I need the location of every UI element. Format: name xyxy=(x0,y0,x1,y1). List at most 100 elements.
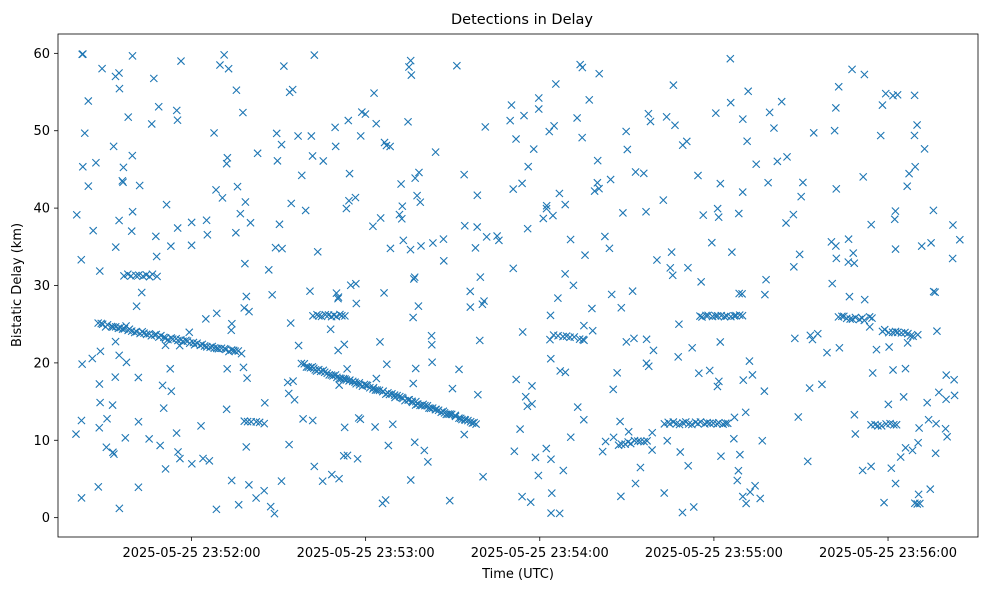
detection-marker xyxy=(509,185,518,194)
detection-marker xyxy=(844,235,853,244)
trail-marker xyxy=(321,310,330,319)
detection-marker xyxy=(606,175,615,184)
detection-marker xyxy=(326,325,335,334)
y-tick-label: 20 xyxy=(33,356,50,371)
detection-marker xyxy=(96,347,105,356)
detection-marker xyxy=(404,117,413,126)
detection-marker xyxy=(699,211,708,220)
detection-marker xyxy=(351,279,360,288)
detection-marker xyxy=(674,320,683,329)
trail-marker xyxy=(913,330,922,339)
detection-marker xyxy=(547,489,556,498)
detection-marker xyxy=(94,482,103,491)
trail-marker xyxy=(913,499,922,508)
detection-marker xyxy=(246,218,255,227)
detection-marker xyxy=(95,423,104,432)
detection-marker xyxy=(926,485,935,494)
detection-marker xyxy=(239,363,248,372)
detection-marker xyxy=(752,160,761,169)
detection-marker xyxy=(427,340,436,349)
detection-marker xyxy=(528,399,537,408)
detection-marker xyxy=(344,196,353,205)
detection-marker xyxy=(889,365,898,374)
detection-marker xyxy=(745,357,754,366)
detection-marker xyxy=(471,243,480,252)
detection-marker xyxy=(382,141,391,150)
detection-marker xyxy=(789,210,798,219)
detection-marker xyxy=(410,273,419,282)
detection-marker xyxy=(795,250,804,259)
detection-marker xyxy=(240,303,249,312)
detection-marker xyxy=(578,133,587,142)
trail-marker xyxy=(444,410,453,419)
detection-marker xyxy=(212,309,221,318)
trail-marker xyxy=(897,328,906,337)
detection-marker xyxy=(746,488,755,497)
detection-marker xyxy=(372,119,381,128)
detection-marker xyxy=(556,366,565,375)
detection-marker xyxy=(628,287,637,296)
detection-marker xyxy=(166,242,175,251)
detection-marker xyxy=(689,503,698,512)
detection-marker xyxy=(726,98,735,107)
detection-marker xyxy=(678,508,687,517)
detection-marker xyxy=(340,340,349,349)
detection-marker xyxy=(128,51,137,60)
detection-marker xyxy=(332,289,341,298)
detection-marker xyxy=(285,88,294,97)
detection-marker xyxy=(660,489,669,498)
trail-marker xyxy=(255,418,264,427)
trail-marker xyxy=(214,344,223,353)
detection-marker xyxy=(523,224,532,233)
detection-marker xyxy=(283,378,292,387)
detection-marker xyxy=(566,235,575,244)
detection-marker xyxy=(865,322,874,331)
trail-marker xyxy=(851,313,860,322)
detection-marker xyxy=(266,502,275,511)
detection-marker xyxy=(913,120,922,129)
detection-marker xyxy=(375,337,384,346)
detection-marker xyxy=(339,451,348,460)
detection-marker xyxy=(242,292,251,301)
detection-marker xyxy=(860,70,869,79)
detection-marker xyxy=(417,241,426,250)
detection-marker xyxy=(622,337,631,346)
detection-marker xyxy=(494,236,503,245)
detection-marker xyxy=(859,172,868,181)
detection-marker xyxy=(889,91,897,100)
detection-marker xyxy=(668,271,677,280)
detection-marker xyxy=(613,368,622,377)
x-tick-label: 2025-05-25 23:52:00 xyxy=(122,546,260,561)
detection-marker xyxy=(727,248,736,257)
detection-marker xyxy=(929,287,938,296)
trail-marker xyxy=(871,420,880,429)
detection-marker xyxy=(585,95,594,104)
detection-marker xyxy=(648,428,657,437)
detection-marker xyxy=(716,337,725,346)
trail-marker xyxy=(168,335,177,344)
detection-marker xyxy=(277,140,286,149)
detection-marker xyxy=(77,255,86,264)
detection-marker xyxy=(428,358,437,367)
trail-marker xyxy=(837,312,846,321)
detection-marker xyxy=(646,117,655,126)
detection-marker xyxy=(636,463,645,472)
detection-marker xyxy=(844,258,853,267)
detection-marker xyxy=(545,127,554,136)
detection-marker xyxy=(177,57,185,66)
detection-marker xyxy=(729,434,738,443)
detection-marker xyxy=(813,329,822,338)
detection-marker xyxy=(439,235,448,244)
detection-marker xyxy=(91,158,100,167)
detection-marker xyxy=(215,61,224,70)
detection-marker xyxy=(923,398,932,407)
detection-marker xyxy=(108,448,117,457)
detection-marker xyxy=(111,337,120,346)
detection-marker xyxy=(670,121,679,130)
detection-marker xyxy=(270,509,279,518)
detection-marker xyxy=(407,71,416,80)
detection-marker xyxy=(109,450,118,459)
x-axis-ticks: 2025-05-25 23:52:00 2025-05-25 23:53:00 20… xyxy=(122,537,957,561)
detection-marker xyxy=(313,247,322,256)
detection-marker xyxy=(943,432,952,441)
